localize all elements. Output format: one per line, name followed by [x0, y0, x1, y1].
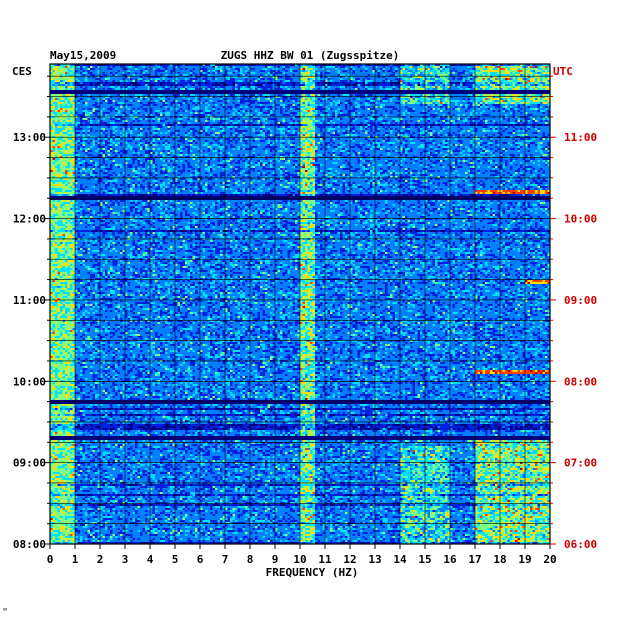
- x-tick-label: 12: [343, 553, 356, 566]
- x-tick-label: 13: [368, 553, 381, 566]
- date-label: May15,2009: [50, 49, 116, 62]
- y-tick-label-utc: 09:00: [564, 294, 597, 307]
- station-title: ZUGS HHZ BW 01 (Zugsspitze): [221, 49, 400, 62]
- x-tick-label: 14: [393, 553, 407, 566]
- x-tick-label: 15: [418, 553, 431, 566]
- y-tick-label-local: 08:00: [13, 538, 46, 551]
- y-tick-label-utc: 06:00: [564, 538, 597, 551]
- y-tick-label-utc: 08:00: [564, 375, 597, 388]
- y-tick-label-local: 10:00: [13, 375, 46, 388]
- x-tick-label: 9: [272, 553, 279, 566]
- x-tick-label: 6: [197, 553, 204, 566]
- x-tick-label: 20: [543, 553, 556, 566]
- x-tick-label: 4: [147, 553, 154, 566]
- x-tick-label: 5: [172, 553, 179, 566]
- x-tick-label: 0: [47, 553, 54, 566]
- x-tick-label: 1: [72, 553, 79, 566]
- x-tick-label: 2: [97, 553, 104, 566]
- y-tick-label-local: 11:00: [13, 294, 46, 307]
- y-tick-label-local: 12:00: [13, 213, 46, 226]
- y-tick-label-utc: 11:00: [564, 131, 597, 144]
- y-tick-label-utc: 07:00: [564, 457, 597, 470]
- y-tick-label-local: 13:00: [13, 131, 46, 144]
- x-tick-label: 11: [318, 553, 332, 566]
- corner-mark: ʷ: [3, 606, 7, 615]
- x-tick-label: 18: [493, 553, 506, 566]
- right-timezone-label: UTC: [553, 65, 573, 78]
- x-tick-label: 10: [293, 553, 306, 566]
- x-tick-label: 16: [443, 553, 457, 566]
- x-tick-label: 19: [518, 553, 531, 566]
- grid-lines: [50, 64, 550, 544]
- x-tick-label: 7: [222, 553, 229, 566]
- left-timezone-label: CES: [12, 65, 32, 78]
- x-tick-label: 8: [247, 553, 254, 566]
- x-tick-label: 3: [122, 553, 129, 566]
- x-axis-label: FREQUENCY (HZ): [266, 566, 359, 579]
- x-tick-label: 17: [468, 553, 481, 566]
- y-tick-label-utc: 10:00: [564, 213, 597, 226]
- y-tick-label-local: 09:00: [13, 457, 46, 470]
